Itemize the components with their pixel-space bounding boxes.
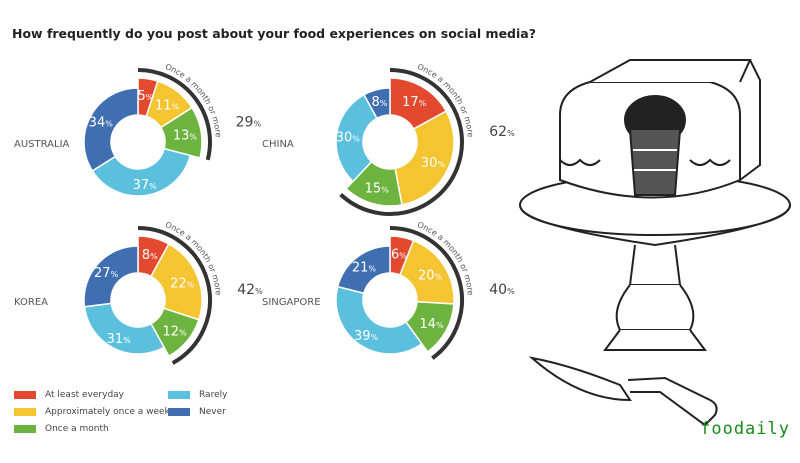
legend-item-never: Never <box>168 407 226 417</box>
country-label: KOREA <box>14 297 48 308</box>
slice-label: 27% <box>94 266 119 281</box>
slice-label: 37% <box>133 178 158 193</box>
slice-label: 11% <box>155 98 180 113</box>
donut-slice <box>159 106 203 159</box>
slice-label: 20% <box>418 269 443 284</box>
donut-slice <box>362 87 391 120</box>
brand-watermark: foodaily <box>700 419 790 439</box>
country-label: SINGAPORE <box>262 297 321 308</box>
donut-slice <box>345 160 403 207</box>
legend-item-rarely: Rarely <box>168 390 227 400</box>
group-bracket-arc <box>339 68 464 216</box>
donut-slice <box>149 242 203 321</box>
donut-slice <box>91 147 192 197</box>
chart-title: How frequently do you post about your fo… <box>12 26 536 41</box>
slice-label: 6% <box>391 247 407 262</box>
legend-label: Never <box>199 407 226 417</box>
group-bracket-arc <box>137 226 212 365</box>
slice-label: 31% <box>107 332 132 347</box>
slice-label: 17% <box>402 95 427 110</box>
legend-item-everyday: At least everyday <box>14 390 124 400</box>
legend-label: Once a month <box>45 424 109 434</box>
legend-swatch <box>14 425 36 433</box>
donut-slice <box>336 245 391 295</box>
legend-label: At least everyday <box>45 390 125 400</box>
slice-label: 30% <box>336 131 361 146</box>
slice-label: 34% <box>89 116 114 131</box>
country-label: AUSTRALIA <box>14 139 70 150</box>
donut-slice <box>404 300 455 353</box>
legend-swatch <box>14 391 36 399</box>
slice-label: 30% <box>421 156 446 171</box>
donut-slice <box>335 93 379 183</box>
cake-stand-illustration <box>519 59 791 427</box>
donut-slice <box>83 302 166 355</box>
slice-label: 39% <box>354 329 379 344</box>
donut-slice <box>83 245 139 308</box>
donut-slice <box>394 110 455 206</box>
slice-label: 12% <box>163 324 188 339</box>
slice-label: 8% <box>142 248 158 263</box>
donut-slice <box>335 285 423 355</box>
slice-label: 14% <box>420 317 445 332</box>
group-bracket-arc <box>389 226 464 360</box>
group-total: 42% <box>237 282 263 298</box>
group-total: 29% <box>236 114 262 130</box>
slice-label: 15% <box>365 182 390 197</box>
legend-swatch <box>168 408 190 416</box>
slice-label: 13% <box>173 129 198 144</box>
legend-item-monthly: Once a month <box>14 424 109 434</box>
slice-label: 5% <box>137 89 153 104</box>
donut-slice <box>83 87 139 172</box>
legend-item-weekly: Approximately once a week <box>14 407 170 417</box>
legend-swatch <box>168 391 190 399</box>
legend-swatch <box>14 408 36 416</box>
country-label: CHINA <box>262 139 294 150</box>
legend-label: Rarely <box>199 390 228 400</box>
legend-label: Approximately once a week <box>45 407 170 417</box>
donut-slice <box>398 239 455 305</box>
slice-label: 8% <box>371 95 387 110</box>
slice-label: 22% <box>170 277 195 292</box>
group-bracket-arc <box>137 68 212 161</box>
slice-label: 21% <box>352 260 377 275</box>
